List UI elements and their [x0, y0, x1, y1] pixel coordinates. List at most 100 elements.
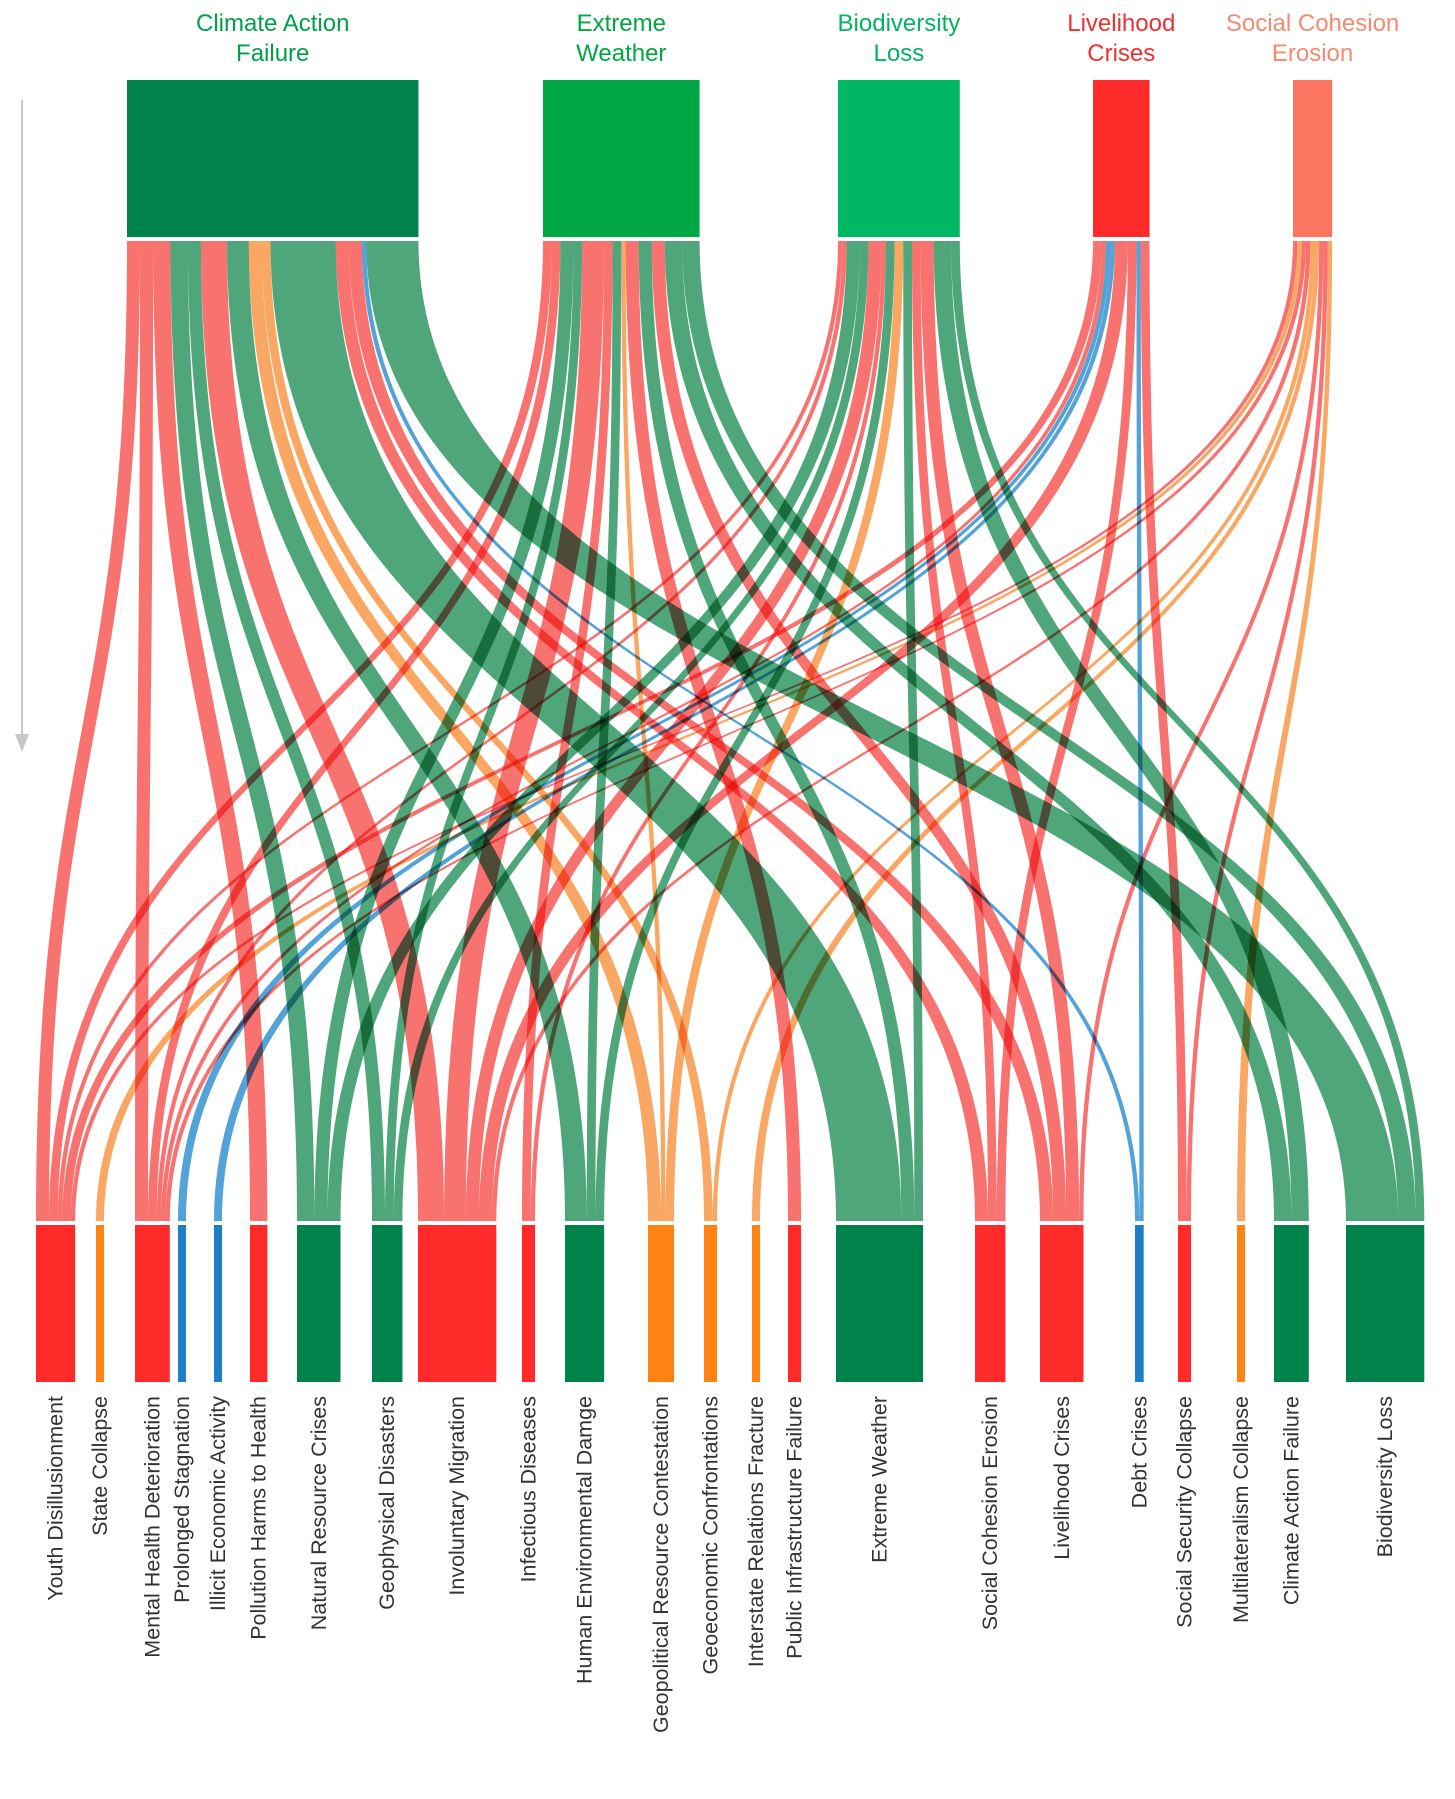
target-node-sc: State Collapse — [88, 1225, 112, 1536]
target-bar-phh — [250, 1225, 268, 1382]
flow-ew-to-mhd — [148, 241, 561, 1221]
target-node-im: Involuntary Migration — [418, 1225, 497, 1596]
target-node-sce_t: Social Cohesion Erosion — [975, 1225, 1006, 1630]
target-bar-iea — [214, 1225, 222, 1382]
target-label-iea: Illicit Economic Activity — [206, 1396, 230, 1611]
flow-bl-to-yd — [57, 241, 843, 1221]
target-label-blt: Biodiversity Loss — [1373, 1396, 1397, 1557]
source-label-lc-line-2: Crises — [1087, 40, 1155, 67]
target-bar-irf — [752, 1225, 760, 1382]
flow-lc-to-sce_t — [996, 241, 1137, 1221]
target-bar-gc — [704, 1225, 718, 1382]
target-node-mc: Multilateralism Collapse — [1229, 1225, 1253, 1623]
source-bar-caf — [127, 80, 419, 237]
source-bar-lc — [1093, 80, 1150, 237]
target-label-sc: State Collapse — [88, 1396, 112, 1536]
target-bar-ssc — [1178, 1225, 1192, 1382]
flow-ew-to-caf_t — [664, 241, 1292, 1221]
target-bar-nrc — [297, 1225, 341, 1382]
target-label-irf: Interstate Relations Fracture — [744, 1396, 768, 1667]
source-node-bl: Biodiversity Loss — [838, 10, 960, 237]
target-label-im: Involuntary Migration — [445, 1396, 469, 1596]
source-node-sce: Social Cohesion Erosion — [1226, 10, 1399, 237]
target-bar-ewt — [836, 1225, 923, 1382]
flow-bl-to-grc — [665, 241, 904, 1221]
source-node-lc: Livelihood Crises — [1067, 10, 1175, 237]
target-bar-lct — [1040, 1225, 1084, 1382]
target-label-pif: Public Infrastructure Failure — [783, 1396, 807, 1659]
flow-bl-to-mhd — [156, 241, 847, 1221]
direction-arrow-head-icon — [15, 734, 29, 752]
flow-ew-to-yd — [49, 241, 552, 1221]
source-label-ew-line-1: Extreme — [577, 10, 666, 37]
target-label-gd: Geophysical Disasters — [375, 1396, 399, 1610]
flow-lc-to-iea — [214, 241, 1115, 1221]
flow-ew-to-nrc — [314, 241, 574, 1221]
flow-bl-to-id — [530, 241, 886, 1221]
flow-sce-to-yd — [70, 241, 1298, 1221]
flow-lc-to-ssc — [1140, 241, 1187, 1221]
flow-sce-to-ssc — [1186, 241, 1328, 1221]
flow-lc-to-yd — [62, 241, 1102, 1221]
target-label-sce_t: Social Cohesion Erosion — [978, 1396, 1002, 1630]
flow-sce-to-mc — [1237, 241, 1333, 1221]
target-bar-mc — [1237, 1225, 1245, 1382]
target-label-yd: Youth Disillusionment — [44, 1396, 68, 1601]
source-bar-ew — [543, 80, 700, 237]
target-bar-ps — [178, 1225, 186, 1382]
flow-bl-to-ewt — [903, 241, 923, 1221]
flow-caf-to-dc — [361, 241, 1140, 1221]
source-node-caf: Climate Action Failure — [127, 10, 419, 237]
target-label-nrc: Natural Resource Crises — [307, 1396, 331, 1630]
target-node-gc: Geoeconomic Confrontations — [699, 1225, 723, 1674]
target-bar-dc — [1135, 1225, 1144, 1382]
target-node-phh: Pollution Harms to Health — [247, 1225, 271, 1640]
target-node-pif: Public Infrastructure Failure — [783, 1225, 807, 1659]
flow-ew-to-blt — [682, 241, 1416, 1221]
flow-bl-to-caf_t — [933, 241, 1309, 1221]
target-label-hed: Human Environmental Damge — [573, 1396, 597, 1684]
source-nodes: Climate Action Failure Extreme Weather Biodi… — [127, 10, 1399, 237]
target-node-hed: Human Environmental Damge — [565, 1225, 605, 1684]
flow-caf-to-sce_t — [335, 241, 989, 1221]
flow-caf-to-nrc — [170, 241, 315, 1221]
target-label-id: Infectious Diseases — [517, 1396, 541, 1582]
flow-sce-to-sc — [96, 241, 1302, 1221]
target-label-caf_t: Climate Action Failure — [1279, 1396, 1303, 1605]
flow-ew-to-id — [522, 241, 613, 1221]
flow-bl-to-gd — [393, 241, 869, 1221]
target-bar-hed — [565, 1225, 605, 1382]
source-label-sce-line-2: Erosion — [1272, 40, 1353, 67]
target-bar-yd — [36, 1225, 76, 1382]
target-bar-im — [418, 1225, 497, 1382]
source-label-caf-line-1: Climate Action — [196, 10, 349, 37]
target-label-phh: Pollution Harms to Health — [247, 1396, 271, 1640]
target-label-gc: Geoeconomic Confrontations — [699, 1396, 723, 1674]
target-node-yd: Youth Disillusionment — [36, 1225, 76, 1601]
target-node-blt: Biodiversity Loss — [1346, 1225, 1425, 1557]
source-label-caf-line-2: Failure — [236, 40, 309, 67]
target-bar-pif — [788, 1225, 802, 1382]
target-node-ps: Prolonged Stagnation — [170, 1225, 194, 1603]
target-label-dc: Debt Crises — [1127, 1396, 1151, 1508]
flow-caf-to-mhd — [135, 241, 154, 1221]
flow-sce-to-irf — [752, 241, 1320, 1221]
target-node-caf_t: Climate Action Failure — [1274, 1225, 1309, 1605]
source-bar-sce — [1293, 80, 1333, 237]
flow-sce-to-mhd — [165, 241, 1307, 1221]
target-node-ssc: Social Security Collapse — [1173, 1225, 1197, 1628]
target-bar-grc — [648, 1225, 675, 1382]
flow-bl-to-blt — [951, 241, 1425, 1221]
source-bar-bl — [838, 80, 960, 237]
target-bar-caf_t — [1274, 1225, 1309, 1382]
flow-bl-to-lct — [920, 241, 1080, 1221]
flow-caf-to-phh — [153, 241, 268, 1221]
flow-ew-to-im — [444, 241, 604, 1221]
flow-bl-to-hed — [595, 241, 895, 1221]
flow-ew-to-gd — [385, 241, 583, 1221]
target-node-nrc: Natural Resource Crises — [297, 1225, 341, 1630]
flow-lc-to-dc — [1136, 241, 1144, 1221]
target-label-grc: Geopolitical Resource Contestation — [649, 1396, 673, 1733]
target-node-ewt: Extreme Weather — [836, 1225, 923, 1563]
